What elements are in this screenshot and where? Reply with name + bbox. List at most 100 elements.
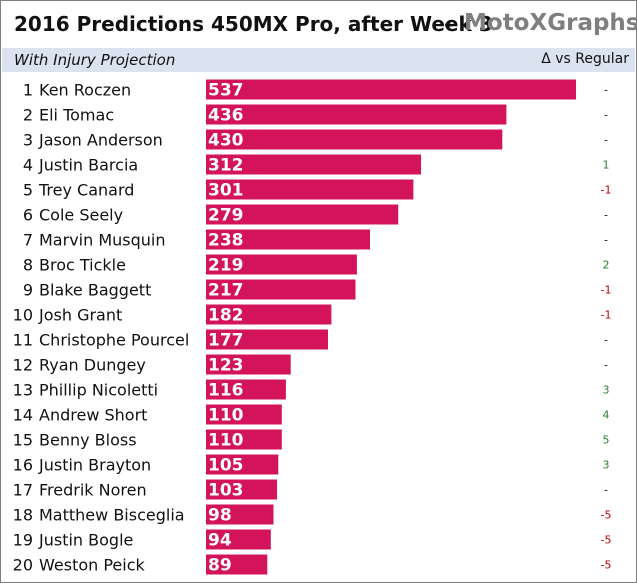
bar bbox=[206, 204, 399, 225]
delta-value: -5 bbox=[601, 534, 612, 547]
rider-name-label: Cole Seely bbox=[39, 206, 123, 225]
bar-value-label: 105 bbox=[208, 456, 244, 476]
rank-label: 12 bbox=[13, 356, 33, 375]
rank-label: 4 bbox=[23, 156, 33, 175]
bar-value-label: 537 bbox=[208, 81, 244, 101]
delta-value: - bbox=[604, 134, 608, 147]
rank-label: 14 bbox=[13, 406, 33, 425]
rider-name-label: Trey Canard bbox=[38, 181, 134, 200]
bar-value-label: 110 bbox=[208, 431, 244, 451]
bar-value-label: 94 bbox=[208, 531, 232, 551]
delta-value: -5 bbox=[601, 509, 612, 522]
bar bbox=[206, 179, 414, 200]
bar-value-label: 279 bbox=[208, 206, 244, 226]
bar-value-label: 217 bbox=[208, 281, 244, 301]
delta-value: 4 bbox=[603, 409, 610, 422]
delta-value: 3 bbox=[603, 384, 610, 397]
delta-value: -1 bbox=[601, 309, 612, 322]
bar-value-label: 430 bbox=[208, 131, 244, 151]
rider-name-label: Ryan Dungey bbox=[39, 356, 146, 375]
delta-value: - bbox=[604, 209, 608, 222]
title-separator: - bbox=[444, 12, 453, 36]
bar-value-label: 103 bbox=[208, 481, 244, 501]
bar-value-label: 436 bbox=[208, 106, 244, 126]
bar bbox=[206, 229, 370, 250]
rider-name-label: Benny Bloss bbox=[39, 431, 137, 450]
bar bbox=[206, 254, 357, 275]
delta-value: 2 bbox=[603, 259, 610, 272]
delta-value: - bbox=[604, 109, 608, 122]
rank-label: 15 bbox=[13, 431, 33, 450]
rider-name-label: Phillip Nicoletti bbox=[39, 381, 158, 400]
bar-value-label: 177 bbox=[208, 331, 244, 351]
rider-name-label: Christophe Pourcel bbox=[39, 331, 189, 350]
delta-column-header: Δ vs Regular bbox=[541, 51, 629, 67]
bar bbox=[206, 354, 291, 375]
bar-value-label: 123 bbox=[208, 356, 244, 376]
chart-title: 2016 Predictions 450MX Pro, after Week 3 bbox=[14, 12, 493, 36]
bar-value-label: 238 bbox=[208, 231, 244, 251]
rank-label: 19 bbox=[13, 531, 33, 550]
rank-label: 17 bbox=[13, 481, 33, 500]
rider-name-label: Blake Baggett bbox=[39, 281, 151, 300]
rider-name-label: Justin Barcia bbox=[38, 156, 138, 175]
subheader-band: With Injury Projection Δ vs Regular bbox=[2, 48, 635, 72]
bar bbox=[206, 504, 274, 525]
bar bbox=[206, 529, 271, 550]
delta-value: -5 bbox=[601, 559, 612, 572]
bar-value-label: 89 bbox=[208, 556, 232, 576]
bar bbox=[206, 479, 277, 500]
bar bbox=[206, 379, 286, 400]
rank-label: 7 bbox=[23, 231, 33, 250]
rank-label: 6 bbox=[23, 206, 33, 225]
bar-value-label: 312 bbox=[208, 156, 244, 176]
rider-name-label: Jason Anderson bbox=[38, 131, 163, 150]
rank-label: 20 bbox=[13, 556, 33, 575]
rider-name-label: Josh Grant bbox=[38, 306, 122, 325]
bar-value-label: 182 bbox=[208, 306, 244, 326]
rider-name-label: Broc Tickle bbox=[39, 256, 126, 275]
rank-label: 5 bbox=[23, 181, 33, 200]
delta-value: 3 bbox=[603, 459, 610, 472]
rider-name-label: Weston Peick bbox=[39, 556, 146, 575]
rank-label: 16 bbox=[13, 456, 33, 475]
bar bbox=[206, 454, 279, 475]
delta-value: - bbox=[604, 359, 608, 372]
delta-value: -1 bbox=[601, 284, 612, 297]
rank-label: 10 bbox=[13, 306, 33, 325]
rider-name-label: Andrew Short bbox=[39, 406, 147, 425]
rank-label: 3 bbox=[23, 131, 33, 150]
bar bbox=[206, 404, 282, 425]
chart-subtitle: With Injury Projection bbox=[14, 51, 176, 69]
rider-name-label: Ken Roczen bbox=[39, 81, 131, 100]
title-row: 2016 Predictions 450MX Pro, after Week 3… bbox=[2, 2, 637, 47]
rider-name-label: Eli Tomac bbox=[39, 106, 114, 125]
rider-name-label: Matthew Bisceglia bbox=[39, 506, 185, 525]
delta-value: 1 bbox=[603, 159, 610, 172]
bar-value-label: 301 bbox=[208, 181, 244, 201]
bar bbox=[206, 329, 328, 350]
delta-value: - bbox=[604, 234, 608, 247]
bar bbox=[206, 79, 576, 100]
delta-value: - bbox=[604, 84, 608, 97]
rank-label: 13 bbox=[13, 381, 33, 400]
bar bbox=[206, 554, 268, 575]
bar bbox=[206, 304, 332, 325]
rank-label: 1 bbox=[23, 81, 33, 100]
rider-name-label: Justin Brayton bbox=[38, 456, 151, 475]
delta-value: - bbox=[604, 334, 608, 347]
bar bbox=[206, 429, 282, 450]
bar bbox=[206, 154, 421, 175]
bar bbox=[206, 104, 507, 125]
bar bbox=[206, 129, 503, 150]
rank-label: 2 bbox=[23, 106, 33, 125]
bar-value-label: 110 bbox=[208, 406, 244, 426]
delta-value: 5 bbox=[603, 434, 610, 447]
bar-value-label: 98 bbox=[208, 506, 232, 526]
rank-label: 18 bbox=[13, 506, 33, 525]
rider-name-label: Marvin Musquin bbox=[39, 231, 166, 250]
delta-value: -1 bbox=[601, 184, 612, 197]
bar-value-label: 116 bbox=[208, 381, 244, 401]
delta-value: - bbox=[604, 484, 608, 497]
